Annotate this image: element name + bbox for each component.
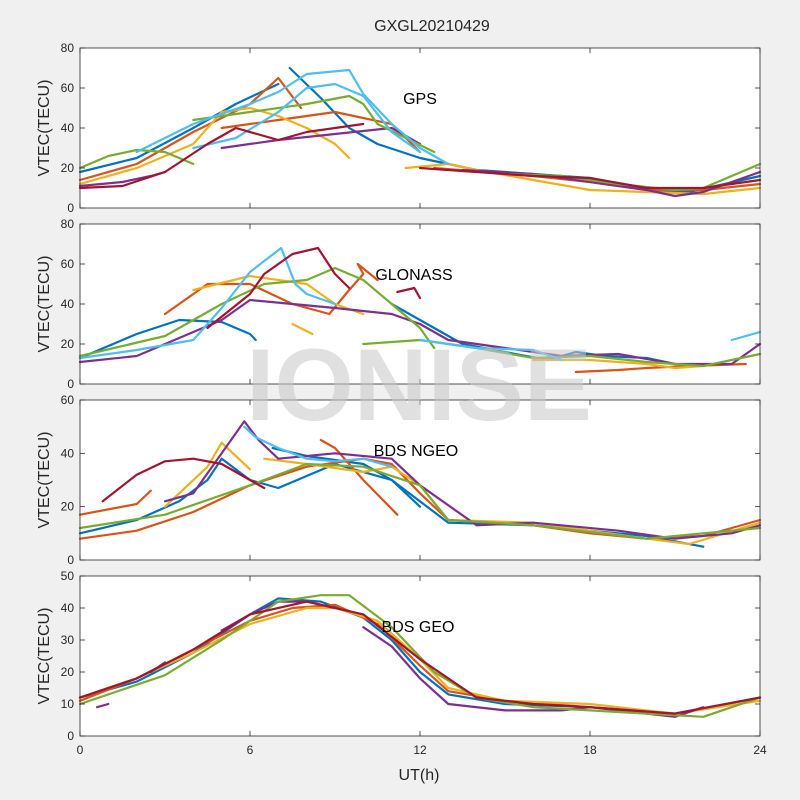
series-line-2 (78, 489, 152, 516)
y-tick-label: 10 (61, 697, 75, 711)
y-axis-label: VTEC(TECU) (36, 256, 53, 353)
y-tick-label: 30 (61, 633, 75, 647)
x-tick-label: 6 (247, 743, 254, 757)
series-line-10 (78, 246, 337, 360)
y-tick-label: 60 (61, 257, 75, 271)
y-tick-label: 20 (61, 665, 75, 679)
panel-annotation: GLONASS (375, 267, 452, 284)
series-line-2 (78, 76, 303, 182)
series-line-5 (163, 441, 252, 508)
series-line-14 (396, 286, 422, 300)
series-line-5 (291, 322, 314, 336)
x-tick-label: 18 (583, 743, 597, 757)
series-line-10 (101, 457, 266, 503)
series-line-13 (135, 68, 450, 166)
y-axis-label: VTEC(TECU) (36, 432, 53, 529)
series-line-0 (78, 82, 280, 174)
series-line-14 (192, 82, 422, 154)
series-line-10 (78, 148, 195, 170)
y-tick-label: 20 (61, 337, 75, 351)
series-line-8 (78, 462, 762, 540)
series-line-15 (78, 122, 365, 190)
series-line-2 (78, 606, 762, 715)
series-line-4 (319, 438, 399, 516)
series-line-11 (192, 94, 436, 154)
y-tick-label: 0 (67, 553, 74, 567)
series-line-13 (206, 246, 351, 330)
x-tick-label: 12 (413, 743, 427, 757)
series-line-8 (78, 266, 436, 358)
x-tick-label: 0 (77, 743, 84, 757)
watermark: IONISE (246, 328, 592, 442)
y-tick-label: 60 (61, 393, 75, 407)
x-tick-label: 24 (753, 743, 767, 757)
y-tick-label: 0 (67, 201, 74, 215)
y-tick-label: 60 (61, 81, 75, 95)
y-tick-label: 40 (61, 297, 75, 311)
y-tick-label: 80 (61, 217, 75, 231)
y-tick-label: 80 (61, 41, 75, 55)
y-tick-label: 40 (61, 121, 75, 135)
plot-area (80, 48, 760, 208)
y-tick-label: 50 (61, 569, 75, 583)
panel-annotation: BDS GEO (382, 619, 455, 636)
y-tick-label: 40 (61, 601, 75, 615)
figure-title: GXGL20210429 (374, 18, 490, 35)
series-line-7 (78, 594, 762, 718)
x-axis-label: UT(h) (399, 767, 440, 784)
y-tick-label: 20 (61, 161, 75, 175)
series-line-12 (730, 330, 762, 342)
series-line-8 (78, 600, 762, 715)
series-line-11 (418, 338, 563, 362)
series-line-3 (95, 702, 110, 709)
y-tick-label: 0 (67, 729, 74, 743)
panel-annotation: BDS NGEO (374, 443, 458, 460)
series-line-7 (163, 420, 762, 540)
series-line-0 (78, 318, 257, 360)
panel-3: 0 10 20 30 40 50 0 6 12 18 24 VTEC(TECU) BDS GEO (36, 569, 767, 757)
series-line-16 (418, 166, 762, 190)
y-tick-label: 40 (61, 446, 75, 460)
y-tick-label: 20 (61, 500, 75, 514)
series-line-5 (78, 106, 351, 186)
panel-annotation: GPS (403, 91, 437, 108)
panel-2: 0 20 40 60 VTEC(TECU) BDS NGEO (36, 393, 762, 567)
y-tick-label: 0 (67, 377, 74, 391)
panel-0: 0 20 40 60 80 VTEC(TECU) GPS (36, 41, 762, 215)
series-line-4 (192, 274, 365, 316)
series-line-7 (78, 298, 762, 366)
series-line-6 (532, 358, 705, 370)
y-axis-label: VTEC(TECU) (36, 80, 53, 177)
y-axis-label: VTEC(TECU) (36, 608, 53, 705)
panel-1: 0 20 40 60 80 VTEC(TECU) GLONASS (36, 217, 762, 391)
series-line-9 (243, 425, 393, 468)
